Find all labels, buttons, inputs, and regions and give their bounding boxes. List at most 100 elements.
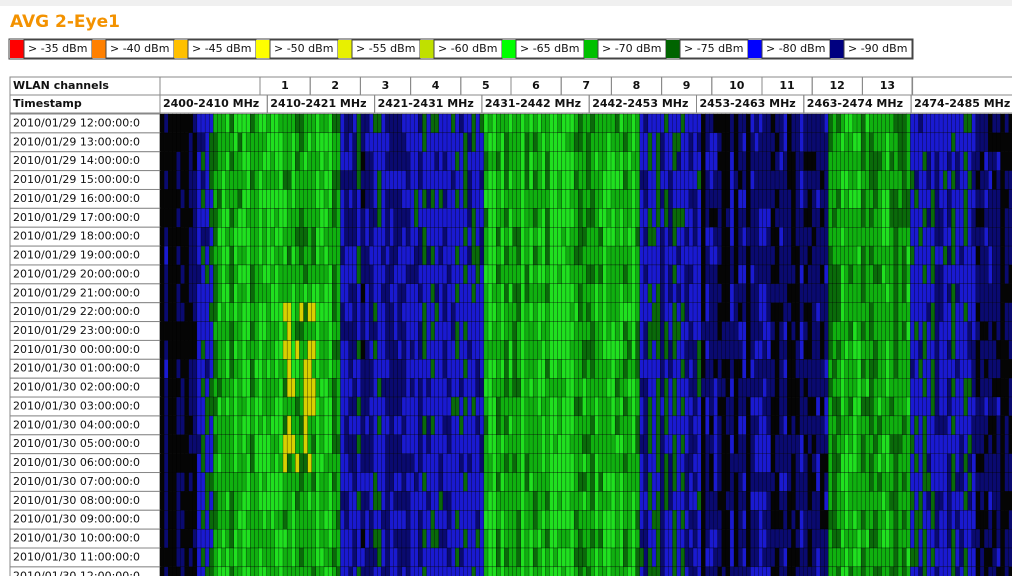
heat-cell — [394, 473, 398, 492]
heat-cell — [529, 416, 533, 435]
heat-cell — [570, 359, 574, 378]
heat-cell — [238, 189, 242, 208]
heat-cell — [414, 208, 418, 227]
heat-cell — [414, 133, 418, 152]
heat-cell — [500, 397, 504, 416]
heat-cell — [615, 208, 619, 227]
heat-cell — [992, 416, 996, 435]
heat-cell — [701, 397, 705, 416]
heat-cell — [869, 397, 873, 416]
heat-cell — [160, 171, 164, 190]
heat-cell — [414, 435, 418, 454]
heat-cell — [472, 303, 476, 322]
heat-cell — [398, 189, 402, 208]
heat-cell — [209, 510, 213, 529]
heat-cell — [972, 340, 976, 359]
heat-cell — [775, 171, 779, 190]
heat-cell — [582, 397, 586, 416]
heat-cell — [886, 397, 890, 416]
heat-cell — [484, 529, 488, 548]
heat-cell — [734, 208, 738, 227]
heat-cell — [644, 529, 648, 548]
heat-cell — [759, 359, 763, 378]
heat-cell — [418, 397, 422, 416]
heat-cell — [197, 171, 201, 190]
heat-cell — [353, 322, 357, 341]
heat-cell — [591, 133, 595, 152]
heat-cell — [992, 133, 996, 152]
heat-cell — [914, 529, 918, 548]
heat-cell — [869, 303, 873, 322]
heat-cell — [734, 246, 738, 265]
heat-cell — [193, 359, 197, 378]
legend-swatch — [748, 40, 762, 58]
heat-cell — [254, 340, 258, 359]
heat-cell — [312, 152, 316, 171]
heat-cell — [369, 435, 373, 454]
heat-cell — [447, 114, 451, 133]
heat-cell — [500, 378, 504, 397]
heat-cell — [668, 397, 672, 416]
heat-cell — [386, 340, 390, 359]
heat-cell — [217, 359, 221, 378]
heat-cell — [406, 435, 410, 454]
heat-cell — [701, 322, 705, 341]
heat-cell — [324, 152, 328, 171]
heat-cell — [685, 322, 689, 341]
heat-cell — [943, 322, 947, 341]
heat-cell — [996, 529, 1000, 548]
heat-cell — [677, 454, 681, 473]
legend-label: > -70 dBm — [602, 42, 661, 55]
heat-cell — [812, 435, 816, 454]
heat-cell — [878, 227, 882, 246]
heat-cell — [668, 171, 672, 190]
heat-cell — [800, 378, 804, 397]
heat-cell — [734, 114, 738, 133]
heat-cell — [845, 171, 849, 190]
heat-cell — [796, 284, 800, 303]
heat-cell — [279, 189, 283, 208]
heat-cell — [525, 397, 529, 416]
heat-cell — [730, 189, 734, 208]
heat-cell — [718, 340, 722, 359]
heat-cell — [697, 340, 701, 359]
heat-cell — [463, 246, 467, 265]
heat-cell — [861, 265, 865, 284]
heat-cell — [586, 378, 590, 397]
heat-cell — [820, 397, 824, 416]
heat-cell — [234, 378, 238, 397]
heat-cell — [189, 265, 193, 284]
heat-cell — [992, 473, 996, 492]
heat-cell — [496, 284, 500, 303]
heat-cell — [418, 529, 422, 548]
heat-cell — [484, 227, 488, 246]
heat-cell — [312, 322, 316, 341]
timestamp: 2010/01/29 18:00:00:0 — [13, 230, 140, 243]
heat-cell — [332, 227, 336, 246]
timestamp: 2010/01/30 04:00:00:0 — [13, 418, 140, 431]
heat-cell — [381, 491, 385, 510]
heat-cell — [824, 435, 828, 454]
heat-cell — [853, 227, 857, 246]
heat-cell — [1001, 133, 1005, 152]
heat-cell — [451, 114, 455, 133]
heat-cell — [947, 454, 951, 473]
heat-cell — [927, 303, 931, 322]
heat-cell — [673, 208, 677, 227]
heat-cell — [796, 152, 800, 171]
heat-cell — [939, 265, 943, 284]
heat-cell — [349, 171, 353, 190]
heat-cell — [213, 473, 217, 492]
heat-cell — [566, 189, 570, 208]
heat-cell — [541, 133, 545, 152]
heat-cell — [796, 303, 800, 322]
heat-cell — [263, 529, 267, 548]
heat-cell — [468, 208, 472, 227]
heat-cell — [857, 284, 861, 303]
heat-cell — [267, 246, 271, 265]
heat-cell — [410, 473, 414, 492]
heat-cell — [824, 284, 828, 303]
heat-cell — [722, 397, 726, 416]
heat-cell — [980, 397, 984, 416]
heat-cell — [763, 435, 767, 454]
